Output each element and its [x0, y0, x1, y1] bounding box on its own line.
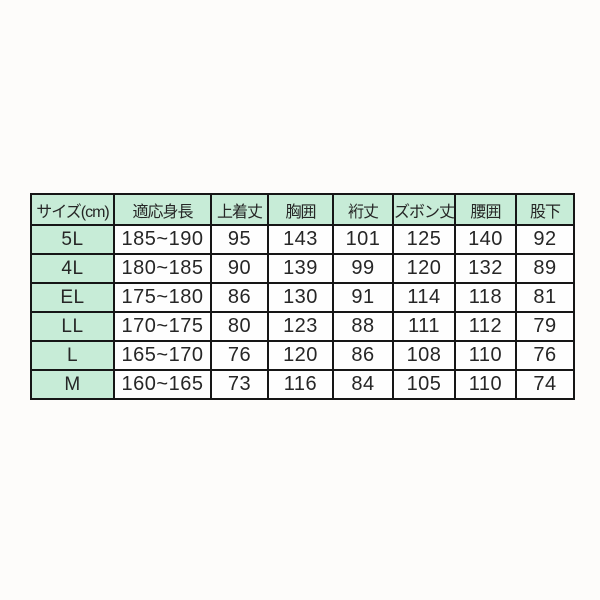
value-cell: 120 [392, 253, 456, 284]
value-cell: 84 [332, 369, 394, 400]
value-cell: 92 [515, 224, 575, 255]
value-cell: 180~185 [113, 253, 212, 284]
size-chart-container: サイズ(cm) 適応身長 上着丈 胸囲 裄丈 ズボン丈 腰囲 股下 5L 185~190 95 14… [30, 193, 575, 400]
size-label-cell: 4L [30, 253, 115, 284]
value-cell: 140 [454, 224, 517, 255]
column-header: 股下 [515, 193, 575, 226]
value-cell: 95 [210, 224, 269, 255]
value-cell: 165~170 [113, 340, 212, 371]
value-cell: 114 [392, 282, 456, 313]
size-label-cell: M [30, 369, 115, 400]
table-row: LL 170~175 80 123 88 111 112 79 [30, 311, 575, 342]
value-cell: 89 [515, 253, 575, 284]
value-cell: 118 [454, 282, 517, 313]
value-cell: 108 [392, 340, 456, 371]
value-cell: 143 [267, 224, 334, 255]
value-cell: 81 [515, 282, 575, 313]
column-header: サイズ(cm) [30, 193, 115, 226]
column-header: 腰囲 [454, 193, 517, 226]
value-cell: 120 [267, 340, 334, 371]
value-cell: 76 [210, 340, 269, 371]
column-header: 上着丈 [210, 193, 269, 226]
value-cell: 160~165 [113, 369, 212, 400]
value-cell: 80 [210, 311, 269, 342]
table-row: 5L 185~190 95 143 101 125 140 92 [30, 224, 575, 255]
table-row: M 160~165 73 116 84 105 110 74 [30, 369, 575, 400]
value-cell: 123 [267, 311, 334, 342]
value-cell: 74 [515, 369, 575, 400]
value-cell: 175~180 [113, 282, 212, 313]
value-cell: 91 [332, 282, 394, 313]
header-row: サイズ(cm) 適応身長 上着丈 胸囲 裄丈 ズボン丈 腰囲 股下 [30, 193, 575, 226]
value-cell: 110 [454, 340, 517, 371]
table-row: L 165~170 76 120 86 108 110 76 [30, 340, 575, 371]
column-header: 胸囲 [267, 193, 334, 226]
value-cell: 139 [267, 253, 334, 284]
value-cell: 88 [332, 311, 394, 342]
size-label-cell: LL [30, 311, 115, 342]
value-cell: 76 [515, 340, 575, 371]
table-row: 4L 180~185 90 139 99 120 132 89 [30, 253, 575, 284]
table-body: 5L 185~190 95 143 101 125 140 92 4L 180~185 90 139 9… [30, 224, 575, 400]
value-cell: 132 [454, 253, 517, 284]
value-cell: 111 [392, 311, 456, 342]
value-cell: 130 [267, 282, 334, 313]
value-cell: 125 [392, 224, 456, 255]
value-cell: 112 [454, 311, 517, 342]
value-cell: 73 [210, 369, 269, 400]
size-label-cell: EL [30, 282, 115, 313]
column-header: ズボン丈 [392, 193, 456, 226]
column-header: 裄丈 [332, 193, 394, 226]
value-cell: 79 [515, 311, 575, 342]
value-cell: 99 [332, 253, 394, 284]
size-label-cell: L [30, 340, 115, 371]
value-cell: 105 [392, 369, 456, 400]
size-chart-table: サイズ(cm) 適応身長 上着丈 胸囲 裄丈 ズボン丈 腰囲 股下 5L 185~190 95 14… [30, 193, 575, 400]
value-cell: 86 [332, 340, 394, 371]
value-cell: 185~190 [113, 224, 212, 255]
table-row: EL 175~180 86 130 91 114 118 81 [30, 282, 575, 313]
value-cell: 116 [267, 369, 334, 400]
column-header: 適応身長 [113, 193, 212, 226]
value-cell: 170~175 [113, 311, 212, 342]
size-label-cell: 5L [30, 224, 115, 255]
value-cell: 101 [332, 224, 394, 255]
value-cell: 110 [454, 369, 517, 400]
value-cell: 86 [210, 282, 269, 313]
value-cell: 90 [210, 253, 269, 284]
